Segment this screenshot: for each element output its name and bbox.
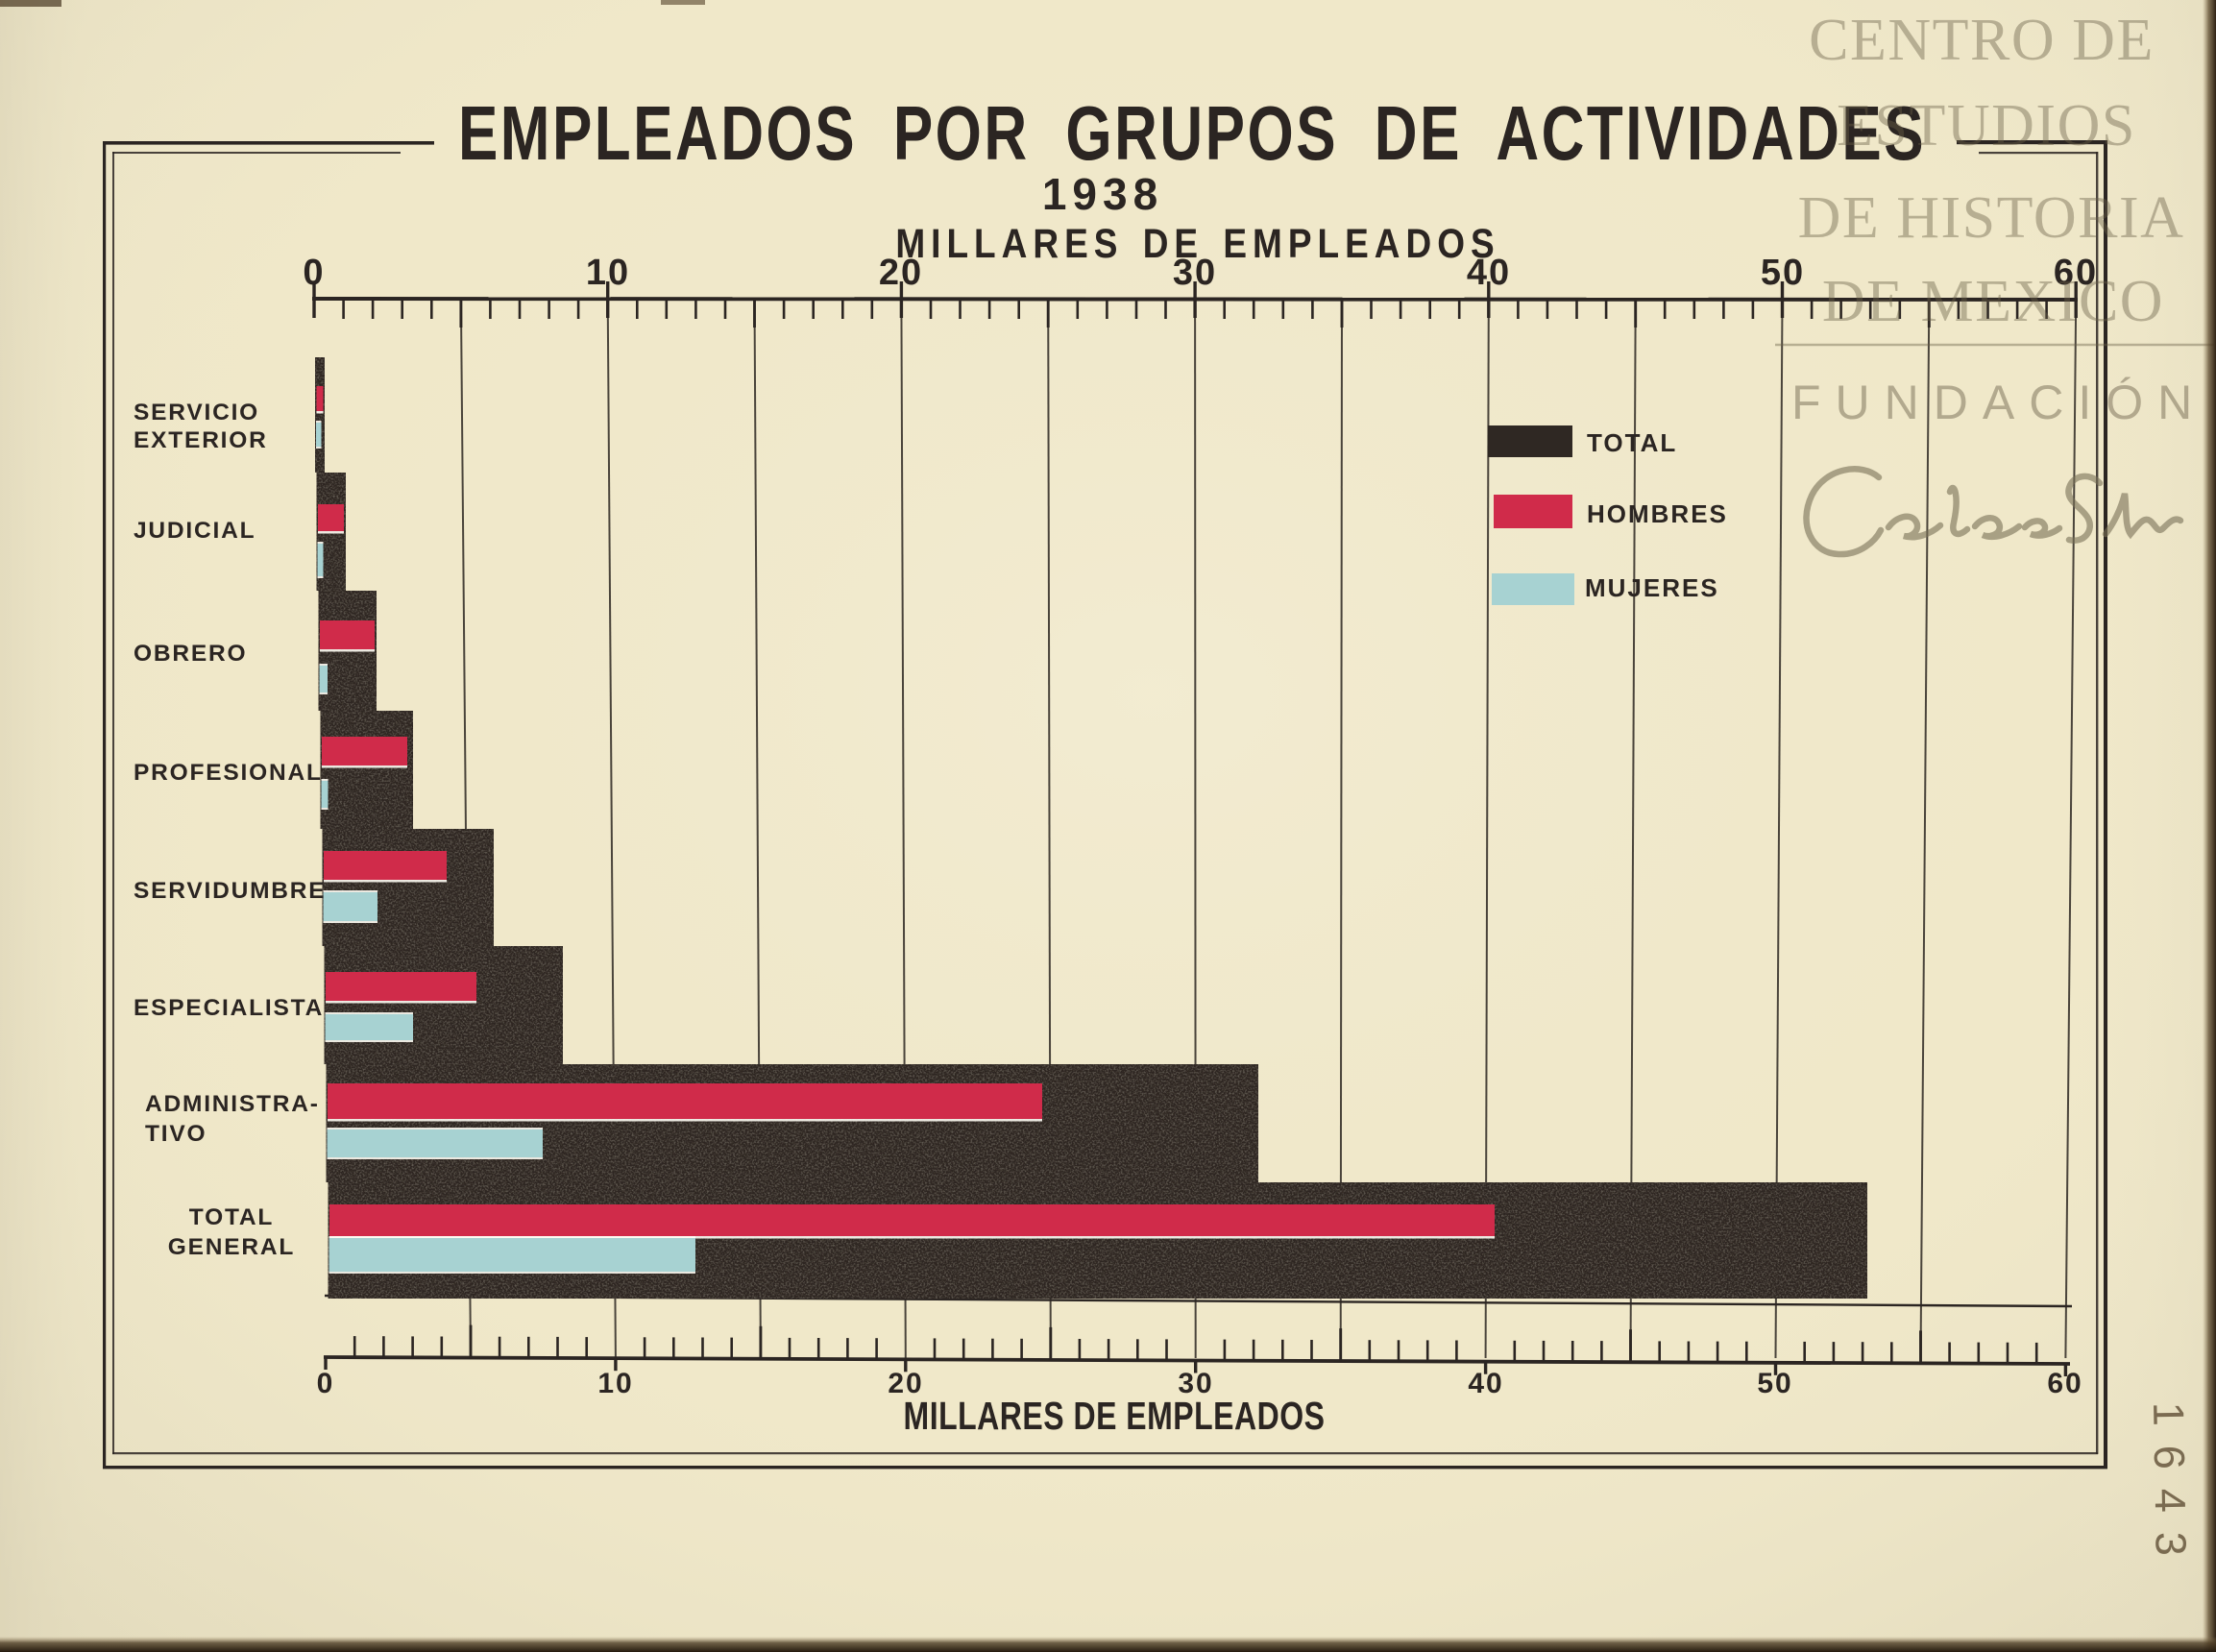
svg-text:DE HISTORIA: DE HISTORIA <box>1798 185 2185 251</box>
svg-text:PROFESIONAL: PROFESIONAL <box>134 760 323 786</box>
svg-text:EMPLEADOS POR GRUPOS DE ACTIVI: EMPLEADOS POR GRUPOS DE ACTIVIDADES <box>458 92 1926 177</box>
svg-text:OBRERO: OBRERO <box>134 641 247 667</box>
svg-text:0: 0 <box>317 1368 335 1399</box>
svg-text:0: 0 <box>303 253 325 293</box>
svg-text:MUJERES: MUJERES <box>1585 573 1719 602</box>
svg-text:DE MEXICO: DE MEXICO <box>1822 269 2164 334</box>
svg-text:FUNDACIÓN: FUNDACIÓN <box>1791 376 2206 429</box>
svg-text:30: 30 <box>1173 253 1217 293</box>
svg-text:ESTUDIOS: ESTUDIOS <box>1837 93 2136 158</box>
svg-text:40: 40 <box>1468 1368 1503 1399</box>
svg-text:10: 10 <box>597 1368 633 1399</box>
svg-text:EXTERIOR: EXTERIOR <box>134 427 268 453</box>
svg-text:HOMBRES: HOMBRES <box>1587 499 1728 528</box>
svg-text:1938: 1938 <box>1042 169 1163 219</box>
svg-text:JUDICIAL: JUDICIAL <box>134 518 256 544</box>
svg-text:40: 40 <box>1467 253 1511 293</box>
svg-text:50: 50 <box>1757 1368 1792 1399</box>
svg-text:50: 50 <box>1761 253 1805 293</box>
svg-text:MILLARES DE EMPLEADOS: MILLARES DE EMPLEADOS <box>895 222 1499 267</box>
svg-text:MILLARES DE EMPLEADOS: MILLARES DE EMPLEADOS <box>904 1394 1326 1438</box>
svg-text:1643: 1643 <box>2144 1401 2196 1575</box>
svg-text:ESPECIALISTA: ESPECIALISTA <box>134 995 324 1021</box>
svg-text:30: 30 <box>1178 1368 1213 1399</box>
svg-text:60: 60 <box>2054 253 2098 293</box>
svg-text:TOTAL: TOTAL <box>1587 428 1677 457</box>
svg-text:SERVIDUMBRE: SERVIDUMBRE <box>134 878 326 904</box>
svg-text:TIVO: TIVO <box>145 1121 207 1147</box>
svg-text:60: 60 <box>2047 1368 2082 1399</box>
svg-text:GENERAL: GENERAL <box>168 1234 295 1260</box>
svg-text:20: 20 <box>879 253 923 293</box>
svg-text:10: 10 <box>586 253 630 293</box>
svg-text:CENTRO DE: CENTRO DE <box>1809 8 2155 73</box>
svg-text:ADMINISTRA-: ADMINISTRA- <box>145 1091 320 1117</box>
svg-text:20: 20 <box>888 1368 923 1399</box>
svg-text:TOTAL: TOTAL <box>189 1204 274 1230</box>
svg-text:SERVICIO: SERVICIO <box>134 400 259 425</box>
